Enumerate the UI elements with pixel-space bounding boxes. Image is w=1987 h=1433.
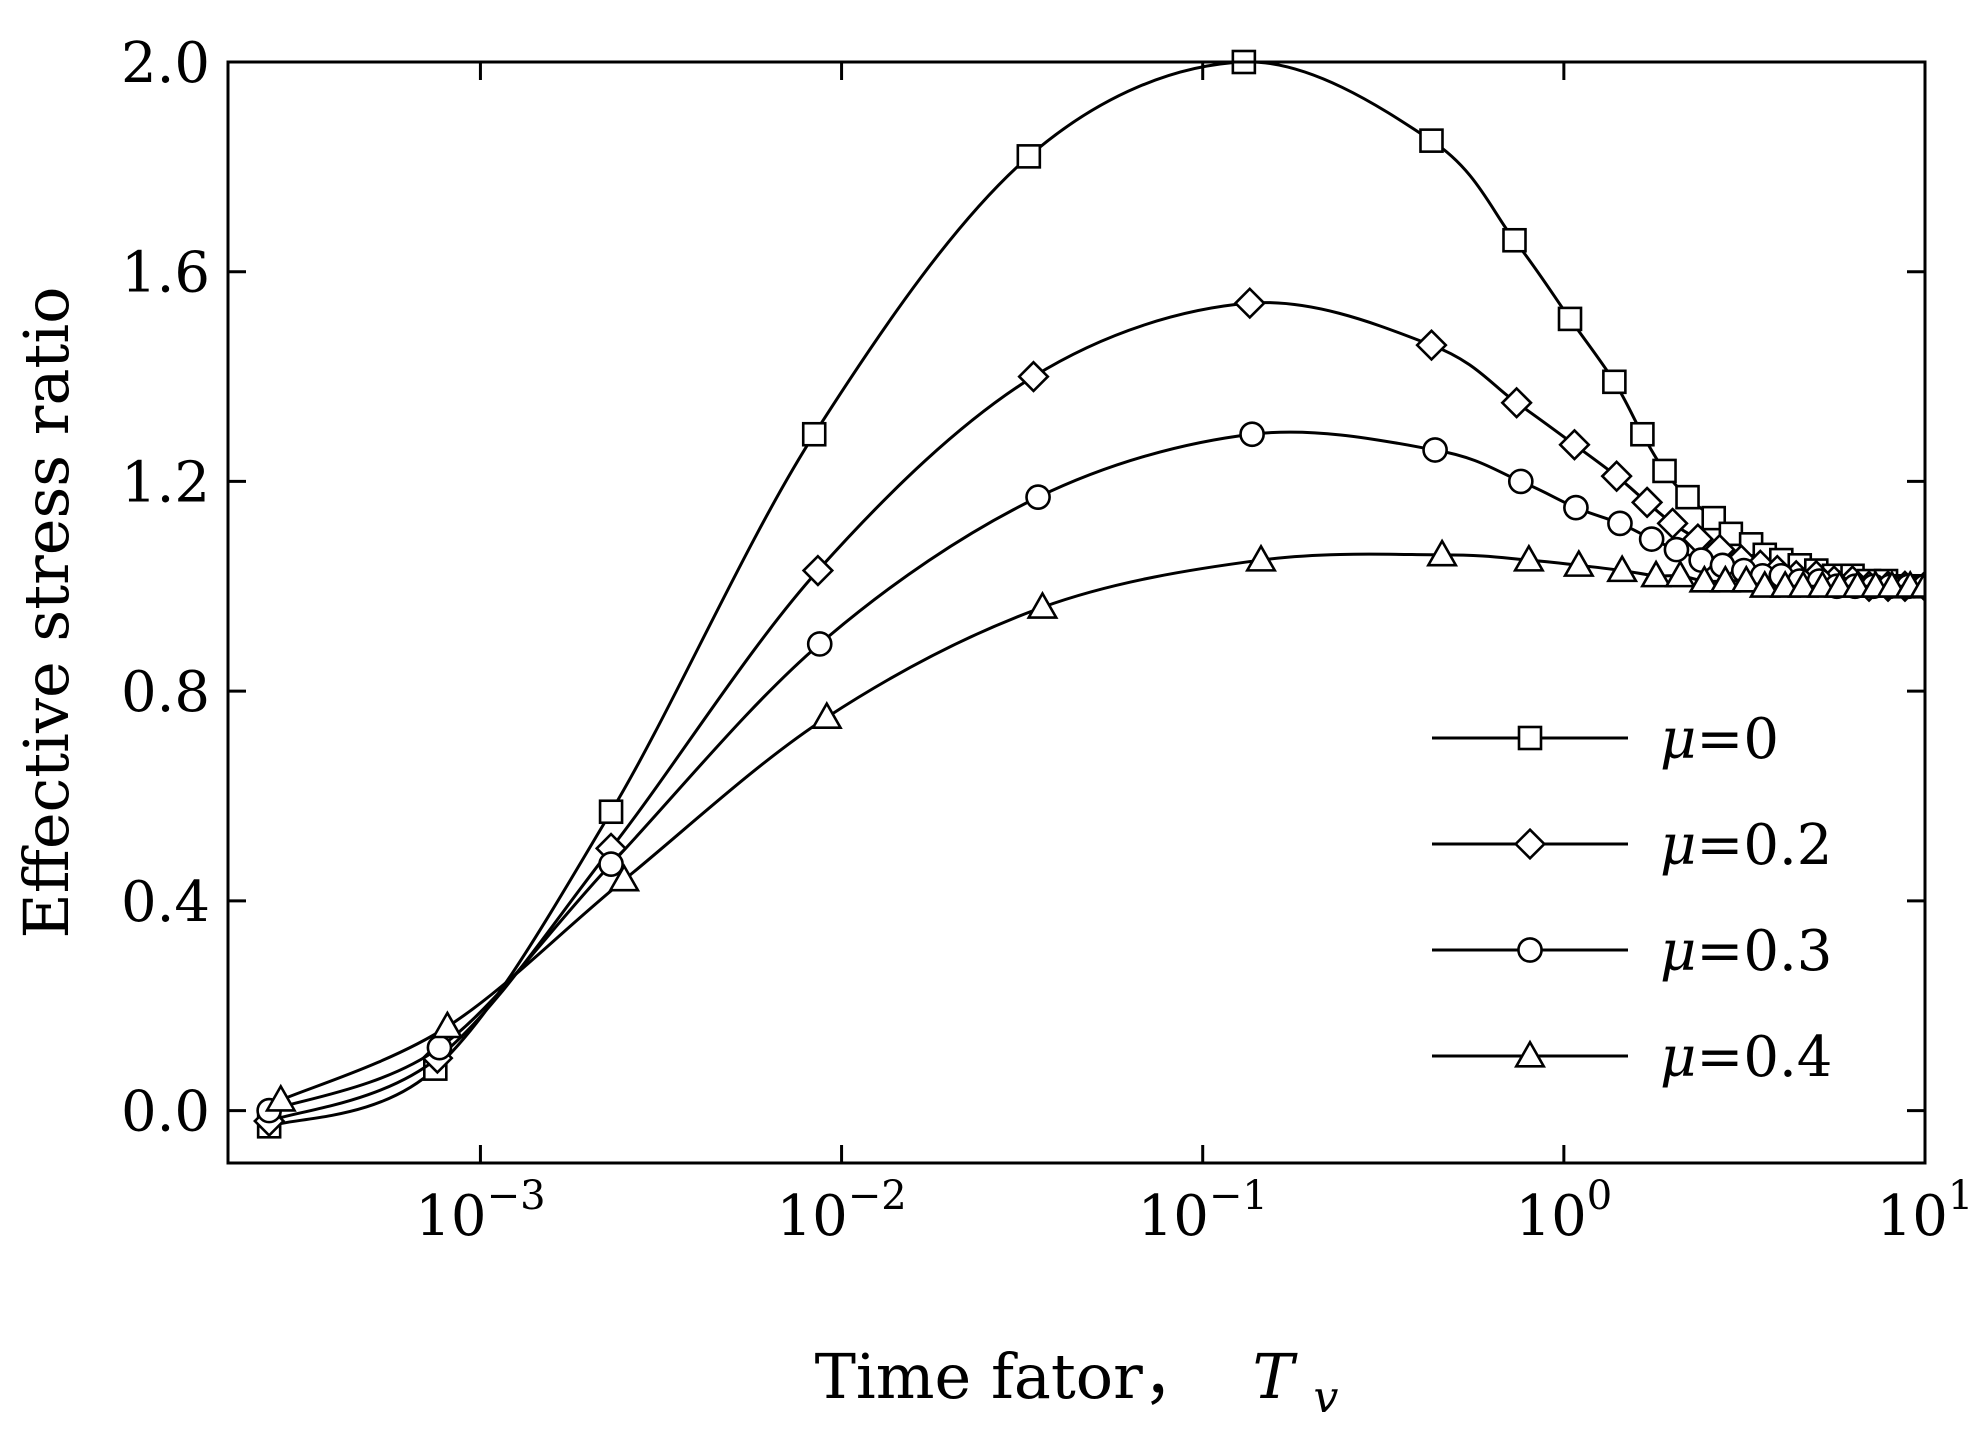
- data-point-square: [1602, 369, 1627, 395]
- data-point-square: [1419, 128, 1444, 153]
- data-point-triangle: [1730, 564, 1763, 593]
- data-point-triangle: [1562, 548, 1595, 577]
- data-point-circle: [1688, 547, 1715, 573]
- legend-entry: μ=0: [1432, 707, 1779, 772]
- x-axis-title-symbol: T: [1252, 1340, 1298, 1413]
- legend-entry: μ=0.4: [1432, 1025, 1832, 1090]
- data-point-triangle: [1426, 538, 1459, 567]
- x-tick-label: 10−1: [1138, 1173, 1268, 1249]
- data-point-triangle: [1026, 590, 1059, 619]
- data-point-square: [1675, 484, 1700, 510]
- data-point-diamond: [1600, 460, 1633, 493]
- data-point-circle: [1663, 536, 1690, 563]
- data-point-triangle: [264, 1083, 297, 1112]
- data-point-square: [1016, 144, 1042, 169]
- data-point-circle: [426, 1034, 453, 1061]
- legend-marker-triangle: [1514, 1039, 1546, 1068]
- legend-marker-circle: [1517, 937, 1543, 963]
- legend-label: μ=0: [1660, 707, 1779, 772]
- x-tick-label: 100: [1515, 1173, 1612, 1249]
- data-point-square: [1630, 421, 1655, 447]
- data-point-triangle: [1640, 559, 1673, 588]
- data-point-diamond: [801, 554, 835, 587]
- series-circle: [256, 421, 1925, 1124]
- data-point-square: [1502, 227, 1527, 253]
- data-point-triangle: [1688, 564, 1721, 593]
- data-point-triangle: [1787, 569, 1820, 598]
- x-tick-label: 10−2: [776, 1173, 906, 1249]
- legend-entry: μ=0.2: [1432, 813, 1832, 878]
- legend-marker-diamond: [1513, 827, 1547, 861]
- series-triangle: [264, 538, 1925, 1112]
- y-tick-label: 0.4: [121, 870, 210, 935]
- legend-marker-square: [1517, 725, 1543, 751]
- data-point-triangle: [431, 1010, 464, 1039]
- legend: μ=0 μ=0.2 μ=0.3 μ=0.4: [1432, 707, 1832, 1090]
- data-point-triangle: [810, 700, 843, 729]
- data-point-triangle: [1606, 554, 1639, 583]
- y-tick-label: 2.0: [121, 31, 210, 96]
- x-axis-title-text: Time fator，: [815, 1340, 1205, 1413]
- legend-entry: μ=0.3: [1432, 919, 1832, 984]
- y-tick-label: 1.2: [121, 450, 210, 515]
- data-point-diamond: [1233, 287, 1266, 320]
- data-point-circle: [806, 631, 833, 657]
- data-point-circle: [598, 851, 624, 878]
- data-point-triangle: [1748, 569, 1781, 598]
- y-axis-title: Effective stress ratio: [10, 287, 83, 939]
- data-point-square: [1652, 458, 1677, 484]
- x-tick-label: 101: [1877, 1173, 1974, 1249]
- legend-label: μ=0.4: [1660, 1025, 1832, 1090]
- data-point-circle: [1422, 437, 1448, 463]
- data-point-square: [598, 799, 624, 825]
- data-point-triangle: [608, 863, 641, 892]
- y-tick-label: 0.0: [121, 1080, 210, 1145]
- series-layer: [253, 49, 1925, 1139]
- legend-label: μ=0.3: [1660, 919, 1832, 984]
- data-point-circle: [1507, 468, 1534, 495]
- plot-frame: [226, 60, 1927, 1165]
- x-axis-title: Time fator， T v: [815, 1340, 1339, 1423]
- data-point-diamond: [1415, 328, 1448, 362]
- x-axis-title-subscript: v: [1314, 1372, 1339, 1423]
- data-point-diamond: [1017, 360, 1050, 393]
- y-tick-label: 0.8: [121, 660, 210, 725]
- data-point-diamond: [1630, 486, 1664, 519]
- data-point-diamond: [1500, 386, 1533, 419]
- ticks-layer: 10−3 10−2 10−1 100 101 0.0 0.4 0.8 1.2 1.6 2.0: [121, 31, 1973, 1249]
- legend-label: μ=0.2: [1660, 813, 1832, 878]
- y-tick-label: 1.6: [121, 241, 210, 306]
- data-point-diamond: [1558, 428, 1591, 461]
- data-point-triangle: [1709, 564, 1742, 593]
- data-point-triangle: [1245, 543, 1277, 572]
- data-point-circle: [1025, 484, 1051, 511]
- data-point-circle: [1563, 494, 1589, 521]
- data-point-circle: [1239, 421, 1265, 448]
- data-point-square: [801, 421, 827, 447]
- data-point-triangle: [1909, 569, 1925, 598]
- data-point-square: [1557, 306, 1583, 332]
- data-point-circle: [1638, 526, 1665, 552]
- data-point-triangle: [1512, 543, 1545, 572]
- data-point-circle: [1607, 510, 1633, 537]
- x-tick-label: 10−3: [415, 1173, 545, 1249]
- data-point-triangle: [1664, 559, 1697, 588]
